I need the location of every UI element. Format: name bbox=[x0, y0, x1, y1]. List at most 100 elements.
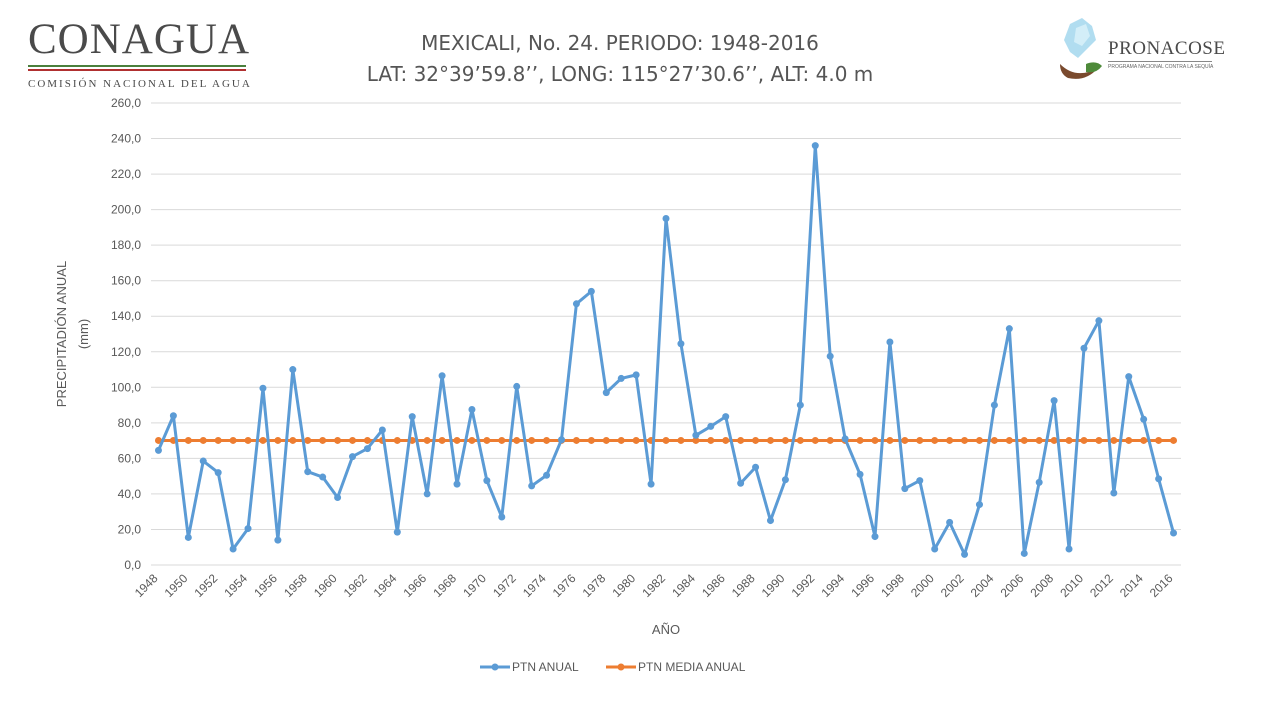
point-ptn-anual bbox=[1080, 344, 1088, 352]
point-ptn-media-anual bbox=[722, 436, 730, 444]
point-ptn-media-anual bbox=[349, 436, 357, 444]
x-tick-label: 2016 bbox=[1147, 571, 1176, 600]
point-ptn-anual bbox=[811, 142, 819, 150]
point-ptn-media-anual bbox=[662, 436, 670, 444]
chart-subtitle: LAT: 32°39’59.8’’, LONG: 115°27’30.6’’, … bbox=[366, 62, 874, 86]
point-ptn-anual bbox=[1125, 373, 1133, 381]
point-ptn-media-anual bbox=[602, 436, 610, 444]
y-tick-label: 60,0 bbox=[118, 451, 142, 465]
x-tick-label: 1964 bbox=[371, 571, 400, 600]
x-tick-label: 1952 bbox=[192, 571, 221, 600]
x-tick-label: 2014 bbox=[1117, 571, 1146, 600]
x-tick-label: 1954 bbox=[221, 571, 250, 600]
point-ptn-media-anual bbox=[572, 436, 580, 444]
point-ptn-media-anual bbox=[229, 436, 237, 444]
point-ptn-media-anual bbox=[468, 436, 476, 444]
point-ptn-media-anual bbox=[975, 436, 983, 444]
y-axis-unit: (mm) bbox=[76, 319, 91, 349]
point-ptn-anual bbox=[662, 215, 670, 222]
point-ptn-anual bbox=[408, 413, 416, 421]
point-ptn-anual bbox=[199, 457, 207, 465]
y-tick-label: 20,0 bbox=[118, 522, 142, 536]
pronacose-logo-divider bbox=[1108, 61, 1212, 62]
point-ptn-anual bbox=[498, 513, 506, 521]
point-ptn-media-anual bbox=[901, 436, 909, 444]
x-tick-label: 2008 bbox=[1027, 571, 1056, 600]
point-ptn-anual bbox=[244, 525, 252, 533]
y-tick-label: 160,0 bbox=[111, 274, 141, 288]
point-ptn-media-anual bbox=[244, 436, 252, 444]
point-ptn-anual bbox=[483, 477, 491, 485]
point-ptn-anual bbox=[378, 426, 386, 434]
point-ptn-media-anual bbox=[931, 436, 939, 444]
y-tick-label: 220,0 bbox=[111, 167, 141, 181]
point-ptn-media-anual bbox=[1020, 436, 1028, 444]
point-ptn-anual bbox=[722, 413, 730, 421]
x-tick-label: 1948 bbox=[132, 571, 161, 600]
point-ptn-anual bbox=[393, 528, 401, 536]
x-tick-label: 1978 bbox=[580, 571, 609, 600]
point-ptn-media-anual bbox=[1050, 436, 1058, 444]
legend-label-ptn-anual: PTN ANUAL bbox=[512, 660, 579, 674]
point-ptn-media-anual bbox=[737, 436, 745, 444]
point-ptn-anual bbox=[886, 338, 894, 346]
point-ptn-media-anual bbox=[184, 436, 192, 444]
x-tick-label: 1960 bbox=[311, 571, 340, 600]
x-tick-label: 1970 bbox=[460, 571, 489, 600]
point-ptn-anual bbox=[841, 435, 849, 443]
point-ptn-anual bbox=[274, 536, 282, 544]
x-tick-label: 2000 bbox=[908, 571, 937, 600]
point-ptn-anual bbox=[1095, 317, 1103, 325]
y-tick-label: 40,0 bbox=[118, 487, 142, 501]
point-ptn-anual bbox=[423, 490, 431, 498]
legend-marker-ptn-media-anual bbox=[617, 663, 625, 671]
x-tick-label: 1974 bbox=[520, 571, 549, 600]
point-ptn-anual bbox=[214, 469, 222, 477]
point-ptn-media-anual bbox=[886, 436, 894, 444]
legend-label-ptn-media-anual: PTN MEDIA ANUAL bbox=[638, 660, 746, 674]
point-ptn-anual bbox=[1140, 415, 1148, 423]
y-tick-label: 0,0 bbox=[124, 558, 141, 572]
point-ptn-anual bbox=[752, 463, 760, 471]
x-tick-label: 2002 bbox=[938, 571, 967, 600]
x-tick-label: 2004 bbox=[968, 571, 997, 600]
point-ptn-media-anual bbox=[483, 436, 491, 444]
point-ptn-media-anual bbox=[781, 436, 789, 444]
x-tick-label: 2010 bbox=[1057, 571, 1086, 600]
y-tick-label: 180,0 bbox=[111, 238, 141, 252]
point-ptn-media-anual bbox=[632, 436, 640, 444]
point-ptn-anual bbox=[558, 436, 566, 444]
point-ptn-anual bbox=[961, 550, 969, 558]
point-ptn-media-anual bbox=[990, 436, 998, 444]
point-ptn-media-anual bbox=[752, 436, 760, 444]
point-ptn-media-anual bbox=[796, 436, 804, 444]
point-ptn-media-anual bbox=[707, 436, 715, 444]
point-ptn-media-anual bbox=[587, 436, 595, 444]
point-ptn-media-anual bbox=[513, 436, 521, 444]
point-ptn-media-anual bbox=[393, 436, 401, 444]
conagua-logo-stripes bbox=[28, 65, 246, 73]
point-ptn-media-anual bbox=[438, 436, 446, 444]
x-tick-label: 1950 bbox=[162, 571, 191, 600]
point-ptn-media-anual bbox=[1125, 436, 1133, 444]
point-ptn-media-anual bbox=[1080, 436, 1088, 444]
point-ptn-media-anual bbox=[154, 436, 162, 444]
point-ptn-anual bbox=[1020, 549, 1028, 557]
point-ptn-anual bbox=[975, 501, 983, 509]
point-ptn-media-anual bbox=[1065, 436, 1073, 444]
point-ptn-anual bbox=[1050, 397, 1058, 405]
point-ptn-anual bbox=[349, 453, 357, 461]
point-ptn-anual bbox=[587, 287, 595, 295]
x-tick-label: 1990 bbox=[759, 571, 788, 600]
point-ptn-media-anual bbox=[304, 436, 312, 444]
conagua-logo-subtitle: COMISIÓN NACIONAL DEL AGUA bbox=[28, 78, 252, 90]
point-ptn-anual bbox=[766, 517, 774, 525]
x-tick-label: 1966 bbox=[400, 571, 429, 600]
point-ptn-media-anual bbox=[617, 436, 625, 444]
x-tick-label: 1980 bbox=[609, 571, 638, 600]
point-ptn-anual bbox=[453, 480, 461, 488]
point-ptn-anual bbox=[1110, 489, 1118, 497]
point-ptn-anual bbox=[602, 389, 610, 397]
x-tick-label: 1998 bbox=[878, 571, 907, 600]
